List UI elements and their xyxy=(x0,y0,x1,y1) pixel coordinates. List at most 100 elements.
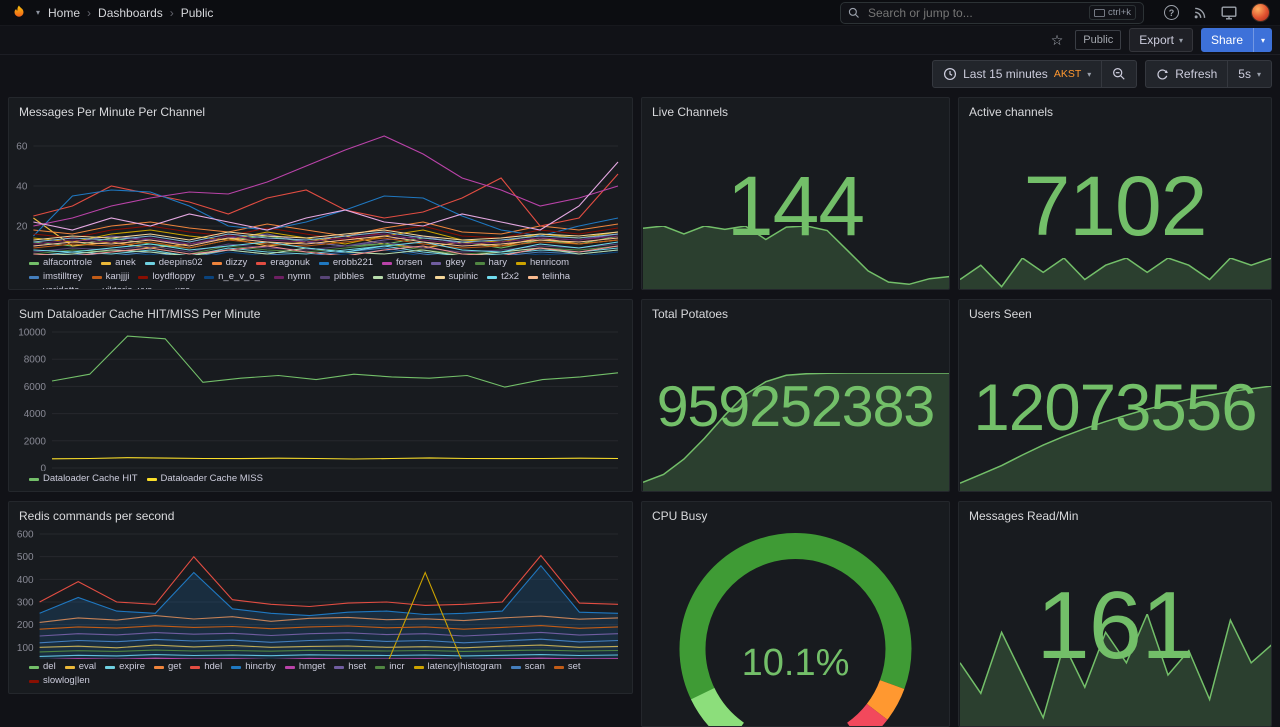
display-icon[interactable] xyxy=(1221,6,1237,20)
legend-swatch xyxy=(334,665,345,669)
legend-item[interactable]: varidetta xyxy=(29,285,79,289)
legend-item[interactable]: imstilltrey xyxy=(29,271,83,283)
stat-body: 959252383 xyxy=(642,324,949,491)
legend-item[interactable]: loydfloppy xyxy=(138,271,195,283)
legend-swatch xyxy=(375,665,386,669)
chevron-down-icon: ▾ xyxy=(1178,35,1183,45)
legend-item[interactable]: pibbles xyxy=(319,271,364,283)
panel-title[interactable]: Messages Read/Min xyxy=(969,509,1079,523)
legend-item[interactable]: viktoria_vys xyxy=(88,285,152,289)
stat-body: 161 xyxy=(959,526,1271,726)
legend-item[interactable]: scan xyxy=(510,661,545,673)
legend-item[interactable]: hmget xyxy=(284,661,325,673)
legend-swatch xyxy=(64,665,75,669)
share-button[interactable]: Share ▾ xyxy=(1200,28,1272,52)
legend-swatch xyxy=(101,261,112,265)
legend-item[interactable]: hdel xyxy=(190,661,222,673)
legend-item[interactable]: nymn xyxy=(273,271,311,283)
panel-title[interactable]: Sum Dataloader Cache HIT/MISS Per Minute xyxy=(19,307,261,321)
sparkline xyxy=(959,611,1271,726)
legend: Dataloader Cache HIT Dataloader Cache MIS… xyxy=(9,471,632,491)
legend-item[interactable]: henricom xyxy=(516,257,569,269)
legend-item[interactable]: n_e_v_o_s xyxy=(204,271,265,283)
legend-item[interactable]: hincrby xyxy=(231,661,276,673)
share-menu-caret[interactable]: ▾ xyxy=(1253,28,1272,52)
refresh-button[interactable]: Refresh xyxy=(1145,60,1229,88)
nav-expand-caret-icon[interactable]: ▾ xyxy=(36,8,41,17)
legend-swatch xyxy=(29,261,39,265)
legend-item[interactable]: telinha xyxy=(528,271,570,283)
legend-item[interactable]: anek xyxy=(101,257,136,269)
legend-swatch xyxy=(204,275,215,279)
legend-label: hdel xyxy=(204,661,223,672)
legend-item[interactable]: forsen xyxy=(382,257,422,269)
panel-title[interactable]: CPU Busy xyxy=(652,509,708,523)
search-bar[interactable]: ctrl+k xyxy=(840,1,1144,24)
refresh-interval-picker[interactable]: 5s ▾ xyxy=(1228,60,1272,88)
search-input[interactable] xyxy=(866,4,1084,21)
legend-item[interactable]: get xyxy=(154,661,181,673)
legend-swatch xyxy=(211,261,222,265)
zoom-out-button[interactable] xyxy=(1102,60,1138,88)
public-tag: Public xyxy=(1075,30,1122,50)
time-range-picker[interactable]: Last 15 minutes AKST ▾ xyxy=(932,60,1103,88)
panel-title[interactable]: Messages Per Minute Per Channel xyxy=(19,105,206,119)
export-button[interactable]: Export ▾ xyxy=(1129,28,1193,52)
chevron-down-icon: ▾ xyxy=(1087,69,1092,79)
svg-text:60: 60 xyxy=(16,142,28,153)
legend-item[interactable]: deepins02 xyxy=(144,257,203,269)
star-dashboard-icon[interactable]: ☆ xyxy=(1050,31,1064,48)
user-avatar[interactable] xyxy=(1251,3,1270,22)
legend-label: studytme xyxy=(386,271,426,282)
legend-item[interactable]: latency|histogram xyxy=(413,661,502,673)
legend-item[interactable]: expire xyxy=(105,661,145,673)
legend-item[interactable]: eval xyxy=(64,661,96,673)
legend-item[interactable]: kanjjji xyxy=(91,271,129,283)
breadcrumb-public[interactable]: Public xyxy=(180,5,214,20)
panel-title[interactable]: Users Seen xyxy=(969,307,1032,321)
panel-dataloader-cache: Sum Dataloader Cache HIT/MISS Per Minute… xyxy=(8,299,633,492)
legend-item[interactable]: slowlog|len xyxy=(29,675,90,687)
stat-body: 7102 xyxy=(959,122,1271,289)
search-icon xyxy=(848,7,860,19)
legend-item[interactable]: xqc xyxy=(161,285,190,289)
grafana-logo-icon[interactable] xyxy=(10,4,28,22)
panel-title[interactable]: Redis commands per second xyxy=(19,509,175,523)
panel-title[interactable]: Active channels xyxy=(969,105,1054,119)
legend-item[interactable]: t2x2 xyxy=(487,271,519,283)
legend-item[interactable]: eragonuk xyxy=(256,257,310,269)
legend-label: set xyxy=(567,661,581,672)
breadcrumb-dashboards[interactable]: Dashboards xyxy=(98,5,163,20)
help-icon[interactable]: ? xyxy=(1164,5,1179,20)
panel-title[interactable]: Total Potatoes xyxy=(652,307,729,321)
legend-item[interactable]: supinic xyxy=(434,271,479,283)
sparkline xyxy=(959,256,1271,289)
legend: del eval expire get hdel hincrby hmget hset incr… xyxy=(9,659,632,693)
news-rss-icon[interactable] xyxy=(1193,6,1207,20)
svg-text:600: 600 xyxy=(17,530,34,541)
legend-item[interactable]: hary xyxy=(474,257,507,269)
legend-item[interactable]: incr xyxy=(375,661,405,673)
panel-live-channels: Live Channels 144 xyxy=(641,97,950,290)
breadcrumb-home[interactable]: Home xyxy=(48,5,81,20)
chevron-down-icon: ▾ xyxy=(1256,69,1261,79)
legend-item[interactable]: Dataloader Cache HIT xyxy=(29,473,138,485)
panel-title[interactable]: Live Channels xyxy=(652,105,729,119)
legend-item[interactable]: set xyxy=(553,661,581,673)
legend-item[interactable]: gkey xyxy=(431,257,466,269)
legend-label: supinic xyxy=(448,271,479,282)
legend-item[interactable]: Dataloader Cache MISS xyxy=(146,473,263,485)
legend-swatch xyxy=(516,261,526,265)
legend-item[interactable]: alfacontrole xyxy=(29,257,92,269)
legend-item[interactable]: erobb221 xyxy=(318,257,373,269)
legend-item[interactable]: del xyxy=(29,661,56,673)
legend-item[interactable]: hset xyxy=(334,661,366,673)
legend-label: latency|histogram xyxy=(427,661,502,672)
search-shortcut-chip: ctrl+k xyxy=(1089,5,1136,20)
legend-item[interactable]: studytme xyxy=(372,271,426,283)
share-label[interactable]: Share xyxy=(1200,28,1253,52)
legend-item[interactable]: dizzy xyxy=(211,257,247,269)
